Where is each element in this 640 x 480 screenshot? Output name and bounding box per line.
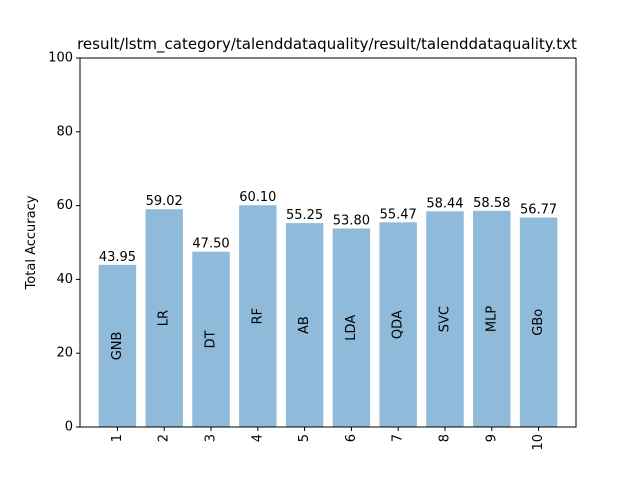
x-tick-label: 9 — [484, 434, 499, 442]
bar — [473, 210, 511, 427]
bar-inner-label: LR — [157, 310, 172, 326]
bar-inner-label: DT — [204, 330, 219, 348]
bar — [239, 205, 277, 427]
x-tick-label: 1 — [110, 434, 125, 442]
x-tick-label: 5 — [297, 434, 312, 442]
bar — [332, 228, 371, 427]
x-tick-label: 4 — [250, 434, 265, 442]
x-tick-label: 7 — [391, 434, 406, 442]
y-tick-label: 20 — [56, 346, 73, 361]
bar-value-label: 53.80 — [333, 213, 370, 228]
y-tick-label: 40 — [56, 272, 73, 287]
bar-inner-label: SVC — [437, 306, 452, 332]
x-tick-label: 10 — [531, 434, 546, 451]
bar-value-label: 55.25 — [286, 208, 323, 223]
bar-inner-label: LDA — [344, 315, 359, 341]
bars-group: 43.95 GNB 59.02 LR 47.50 DT 60.10 RF 55.25 AB 53.8… — [98, 190, 558, 427]
x-tick-label: 6 — [344, 434, 359, 442]
bar-inner-label: AB — [297, 316, 312, 334]
y-axis: 0 20 40 60 80 100 — [48, 51, 80, 435]
plot-frame — [79, 57, 577, 428]
bar-inner-label: GBo — [531, 309, 546, 336]
bar — [426, 211, 464, 427]
bar-value-label: 58.44 — [426, 196, 463, 211]
x-tick-label: 2 — [157, 434, 172, 442]
x-axis: 1 2 3 4 5 6 7 8 9 10 — [110, 427, 546, 451]
bar — [379, 222, 417, 427]
bar-inner-label: QDA — [391, 310, 406, 339]
y-tick-label: 80 — [56, 124, 73, 139]
bar-value-label: 55.47 — [380, 207, 417, 222]
bar — [98, 264, 137, 427]
bar — [519, 217, 558, 427]
bar-value-label: 59.02 — [146, 194, 183, 209]
bar-inner-label: RF — [250, 308, 265, 325]
bar-value-label: 56.77 — [520, 203, 557, 218]
y-tick-label: 60 — [56, 198, 73, 213]
bar — [192, 251, 230, 427]
bar-inner-label: GNB — [110, 332, 125, 361]
x-tick-label: 8 — [437, 434, 452, 442]
bar-value-label: 60.10 — [239, 190, 276, 205]
y-tick-label: 0 — [65, 420, 73, 435]
bar — [285, 223, 324, 427]
y-axis-label: Total Accuracy — [24, 195, 39, 290]
bar-inner-label: MLP — [484, 306, 499, 332]
bar — [145, 209, 183, 427]
bar-value-label: 58.58 — [473, 196, 510, 211]
y-tick-label: 100 — [48, 51, 73, 66]
bar-value-label: 47.50 — [192, 237, 229, 252]
bar-value-label: 43.95 — [99, 250, 136, 265]
chart-title: result/lstm_category/talenddataquality/r… — [77, 35, 577, 54]
x-tick-label: 3 — [204, 434, 219, 442]
